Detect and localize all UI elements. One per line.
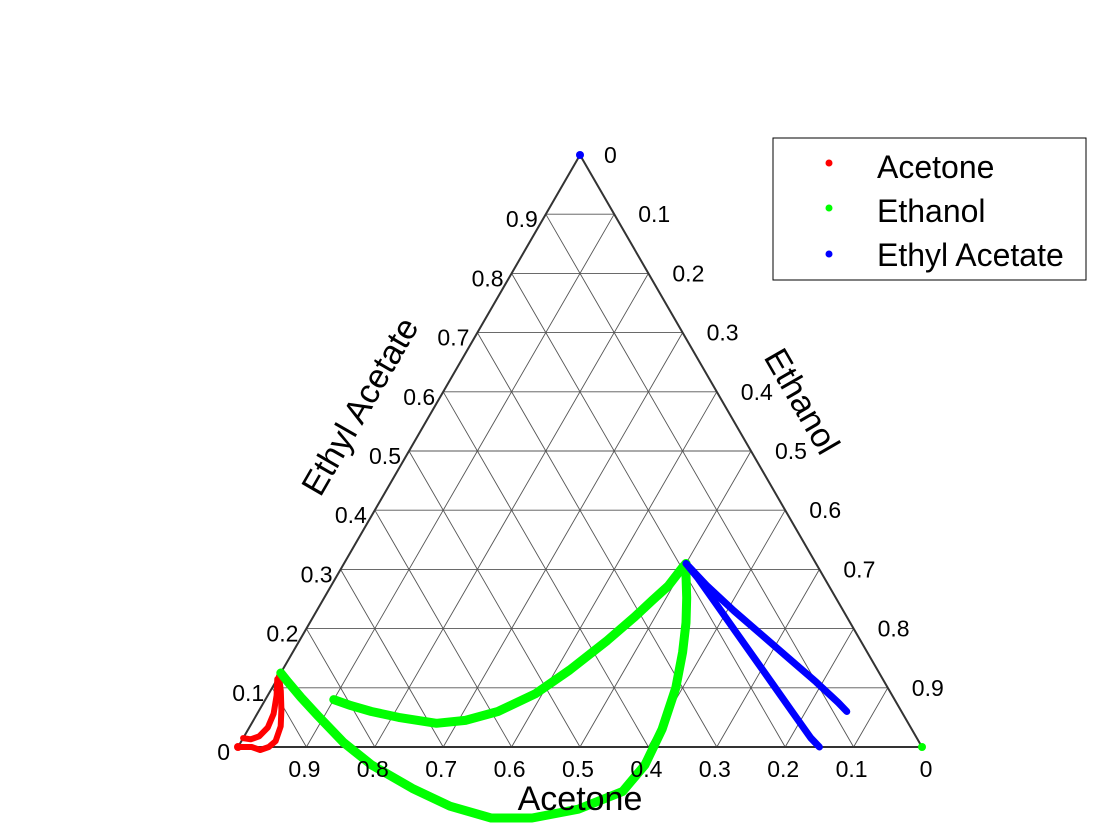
grid-line [545,213,854,748]
bottom-tick-label: 0.6 [494,756,526,782]
legend-marker-ethyl-acetate [825,250,833,258]
right-tick-label: 0.7 [843,556,875,582]
left-tick-label: 0.6 [403,384,435,410]
left-tick-label: 0 [217,739,230,765]
left-tick-label: 0.7 [437,325,469,351]
data-series [235,559,851,823]
grid-line [442,332,683,748]
series-curve-6 [682,560,851,715]
right-tick-label: 0.6 [809,497,841,523]
ternary-grid [271,213,889,748]
bottom-tick-label: 0.7 [425,756,457,782]
vertex-marker-ethyl-acetate [576,151,584,159]
right-tick-label: 0.4 [741,379,773,405]
right-tick-label: 0.8 [878,616,910,642]
bottom-tick-label: 0.1 [836,756,868,782]
left-tick-label: 0.3 [301,561,333,587]
triangle-outline [236,153,924,748]
right-tick-label: 0.2 [672,260,704,286]
bottom-tick-label: 0.2 [767,756,799,782]
ternary-frame [236,153,924,748]
series-curve-1 [235,673,285,753]
grid-line [306,213,615,748]
vertex-marker-ethanol [918,743,926,751]
legend-marker-acetone [825,159,833,167]
series-curve-2 [240,675,281,743]
right-tick-label: 0.9 [912,675,944,701]
right-tick-label: 0.1 [638,201,670,227]
grid-line [408,450,581,748]
grid-line [306,628,376,748]
series-curve-5 [682,560,823,751]
right-tick-label: 0.3 [707,320,739,346]
left-tick-label: 0.8 [472,265,504,291]
bottom-tick-label: 0.5 [562,756,594,782]
legend-box [772,137,1087,281]
vertex-markers [234,151,926,751]
legend-label-acetone: Acetone [877,149,994,185]
bottom-tick-label: 0.3 [699,756,731,782]
legend-label-ethyl-acetate: Ethyl Acetate [877,237,1064,273]
grid-line [374,509,512,748]
left-tick-label: 0.1 [232,680,264,706]
right-tick-label: 0 [604,142,617,168]
right-tick-label: 0.5 [775,438,807,464]
bottom-axis-title: Acetone [518,780,643,818]
series-curve-4 [329,559,691,728]
grid-line [716,569,820,748]
tick-labels: 0 0 0 0.1 0.1 0.1 0.2 0.2 0.2 0.3 0.3 0.3 0.4 0.4 0.4 0… [217,142,944,782]
bottom-tick-label: 0.8 [357,756,389,782]
grid-line [579,450,752,748]
legend: Acetone Ethanol Ethyl Acetate [772,137,1087,281]
legend-marker-ethanol [825,204,833,212]
left-tick-label: 0.4 [335,502,367,528]
left-tick-label: 0.2 [266,621,298,647]
left-tick-label: 0.9 [506,206,538,232]
series-curve-3 [276,559,692,823]
grid-line [853,687,889,748]
bottom-tick-label: 0 [920,756,933,782]
legend-label-ethanol: Ethanol [877,193,986,229]
bottom-tick-label: 0.4 [630,756,662,782]
vertex-marker-acetone [234,743,242,751]
bottom-tick-label: 0.9 [288,756,320,782]
left-tick-label: 0.5 [369,443,401,469]
